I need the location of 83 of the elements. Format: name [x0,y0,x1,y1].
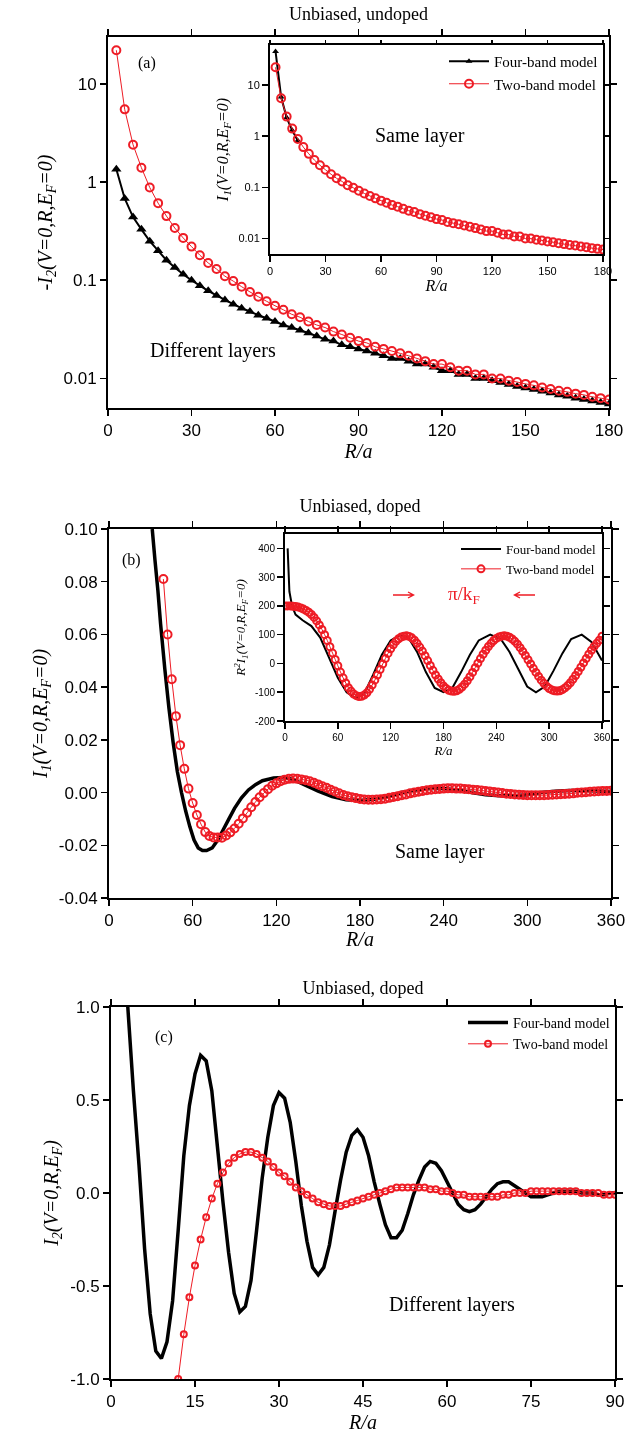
x-axis-title: R/a [345,928,374,950]
legend-label: Two-band model [506,561,595,577]
x-tick-label: 240 [487,732,506,743]
annotation: π/k$_{F}$ [448,583,480,607]
x-tick-label: 90 [349,421,368,441]
y-tick-label: -0.04 [58,888,98,908]
legend-label: Two-band model [513,1037,609,1053]
annotation: Different layers [150,339,276,362]
x-tick-label: 300 [540,732,558,743]
x-tick-label: 120 [382,732,400,743]
x-tick-label: 60 [437,1392,457,1412]
x-tick-label: 150 [538,265,557,278]
y-tick-label: 0.06 [64,625,98,645]
y-tick-label: 0.1 [244,181,260,194]
x-tick-label: 30 [269,1392,289,1412]
y-tick-label: 0.01 [238,232,260,245]
legend-label: Four-band model [513,1016,610,1032]
y-tick-label: 0.00 [64,783,98,803]
x-tick-label: 15 [185,1392,205,1412]
x-tick-label: 0 [103,421,113,441]
legend-label: Four-band model [494,54,598,71]
annotation: Different layers [389,1293,515,1316]
y-tick-label: 0.08 [64,572,98,592]
chart-title: Unbiased, doped [302,978,424,999]
y-tick-label: -200 [254,715,276,727]
y-tick-label: -0.02 [58,836,98,856]
x-tick-label: 0 [104,911,114,931]
y-tick-label: -1.0 [70,1369,100,1389]
annotation: Same layer [375,124,465,147]
x-tick-label: 150 [511,421,540,441]
legend-label: Two-band model [494,76,596,93]
x-axis-title: R/a [433,743,454,759]
x-axis-title: R/a [348,1411,377,1434]
annotation: (b) [122,551,141,569]
x-tick-label: 180 [345,911,375,931]
x-tick-label: 120 [427,421,457,441]
y-tick-label: 0.5 [75,1090,100,1110]
y-tick-label: 0.0 [75,1183,100,1203]
y-tick-label: 100 [258,629,276,641]
y-tick-label: 1.0 [75,997,100,1017]
x-tick-label: 60 [374,265,388,278]
x-tick-label: 0 [106,1392,116,1412]
chart-title: Unbiased, undoped [289,4,428,25]
y-tick-label: 1 [87,173,97,192]
x-tick-label: 300 [513,911,542,931]
x-tick-label: 90 [605,1392,625,1412]
y-tick-label: 0.10 [64,519,98,539]
y-tick-label: 200 [258,600,276,612]
annotation: Same layer [395,840,485,863]
y-tick-label: 10 [247,78,260,91]
x-tick-label: 180 [594,421,624,441]
x-tick-label: 45 [353,1392,373,1412]
x-tick-label: 60 [183,911,203,931]
y-tick-label: 400 [258,542,276,554]
chart-title: Unbiased, doped [299,496,421,517]
x-axis-title: R/a [424,277,448,295]
y-tick-label: 0.04 [64,678,98,698]
x-tick-label: 360 [593,732,611,743]
legend-label: Four-band model [506,542,597,558]
x-tick-label: 75 [521,1392,541,1412]
y-tick-label: -0.5 [70,1276,100,1296]
x-tick-label: 30 [319,265,332,278]
x-tick-label: 240 [429,911,458,931]
y-tick-label: 1 [253,129,260,142]
y-tick-label: 0 [269,657,276,669]
y-tick-label: -100 [254,686,276,698]
y-tick-label: 0.02 [64,730,98,750]
y-tick-label: 0.1 [72,271,97,291]
x-tick-label: 60 [265,421,285,441]
x-tick-label: 120 [262,911,291,931]
y-tick-label: 0.01 [63,369,97,389]
x-tick-label: 90 [430,265,443,278]
x-tick-label: 60 [332,732,344,743]
x-tick-label: 360 [596,911,626,931]
y-tick-label: 10 [77,74,97,94]
annotation: (a) [138,54,156,72]
y-tick-label: 300 [258,571,276,583]
x-tick-label: 0 [282,732,289,743]
x-tick-label: 30 [182,421,201,441]
x-tick-label: 120 [482,265,502,278]
x-axis-title: R/a [343,440,373,463]
annotation: (c) [155,1028,173,1046]
x-tick-label: 180 [435,732,453,743]
